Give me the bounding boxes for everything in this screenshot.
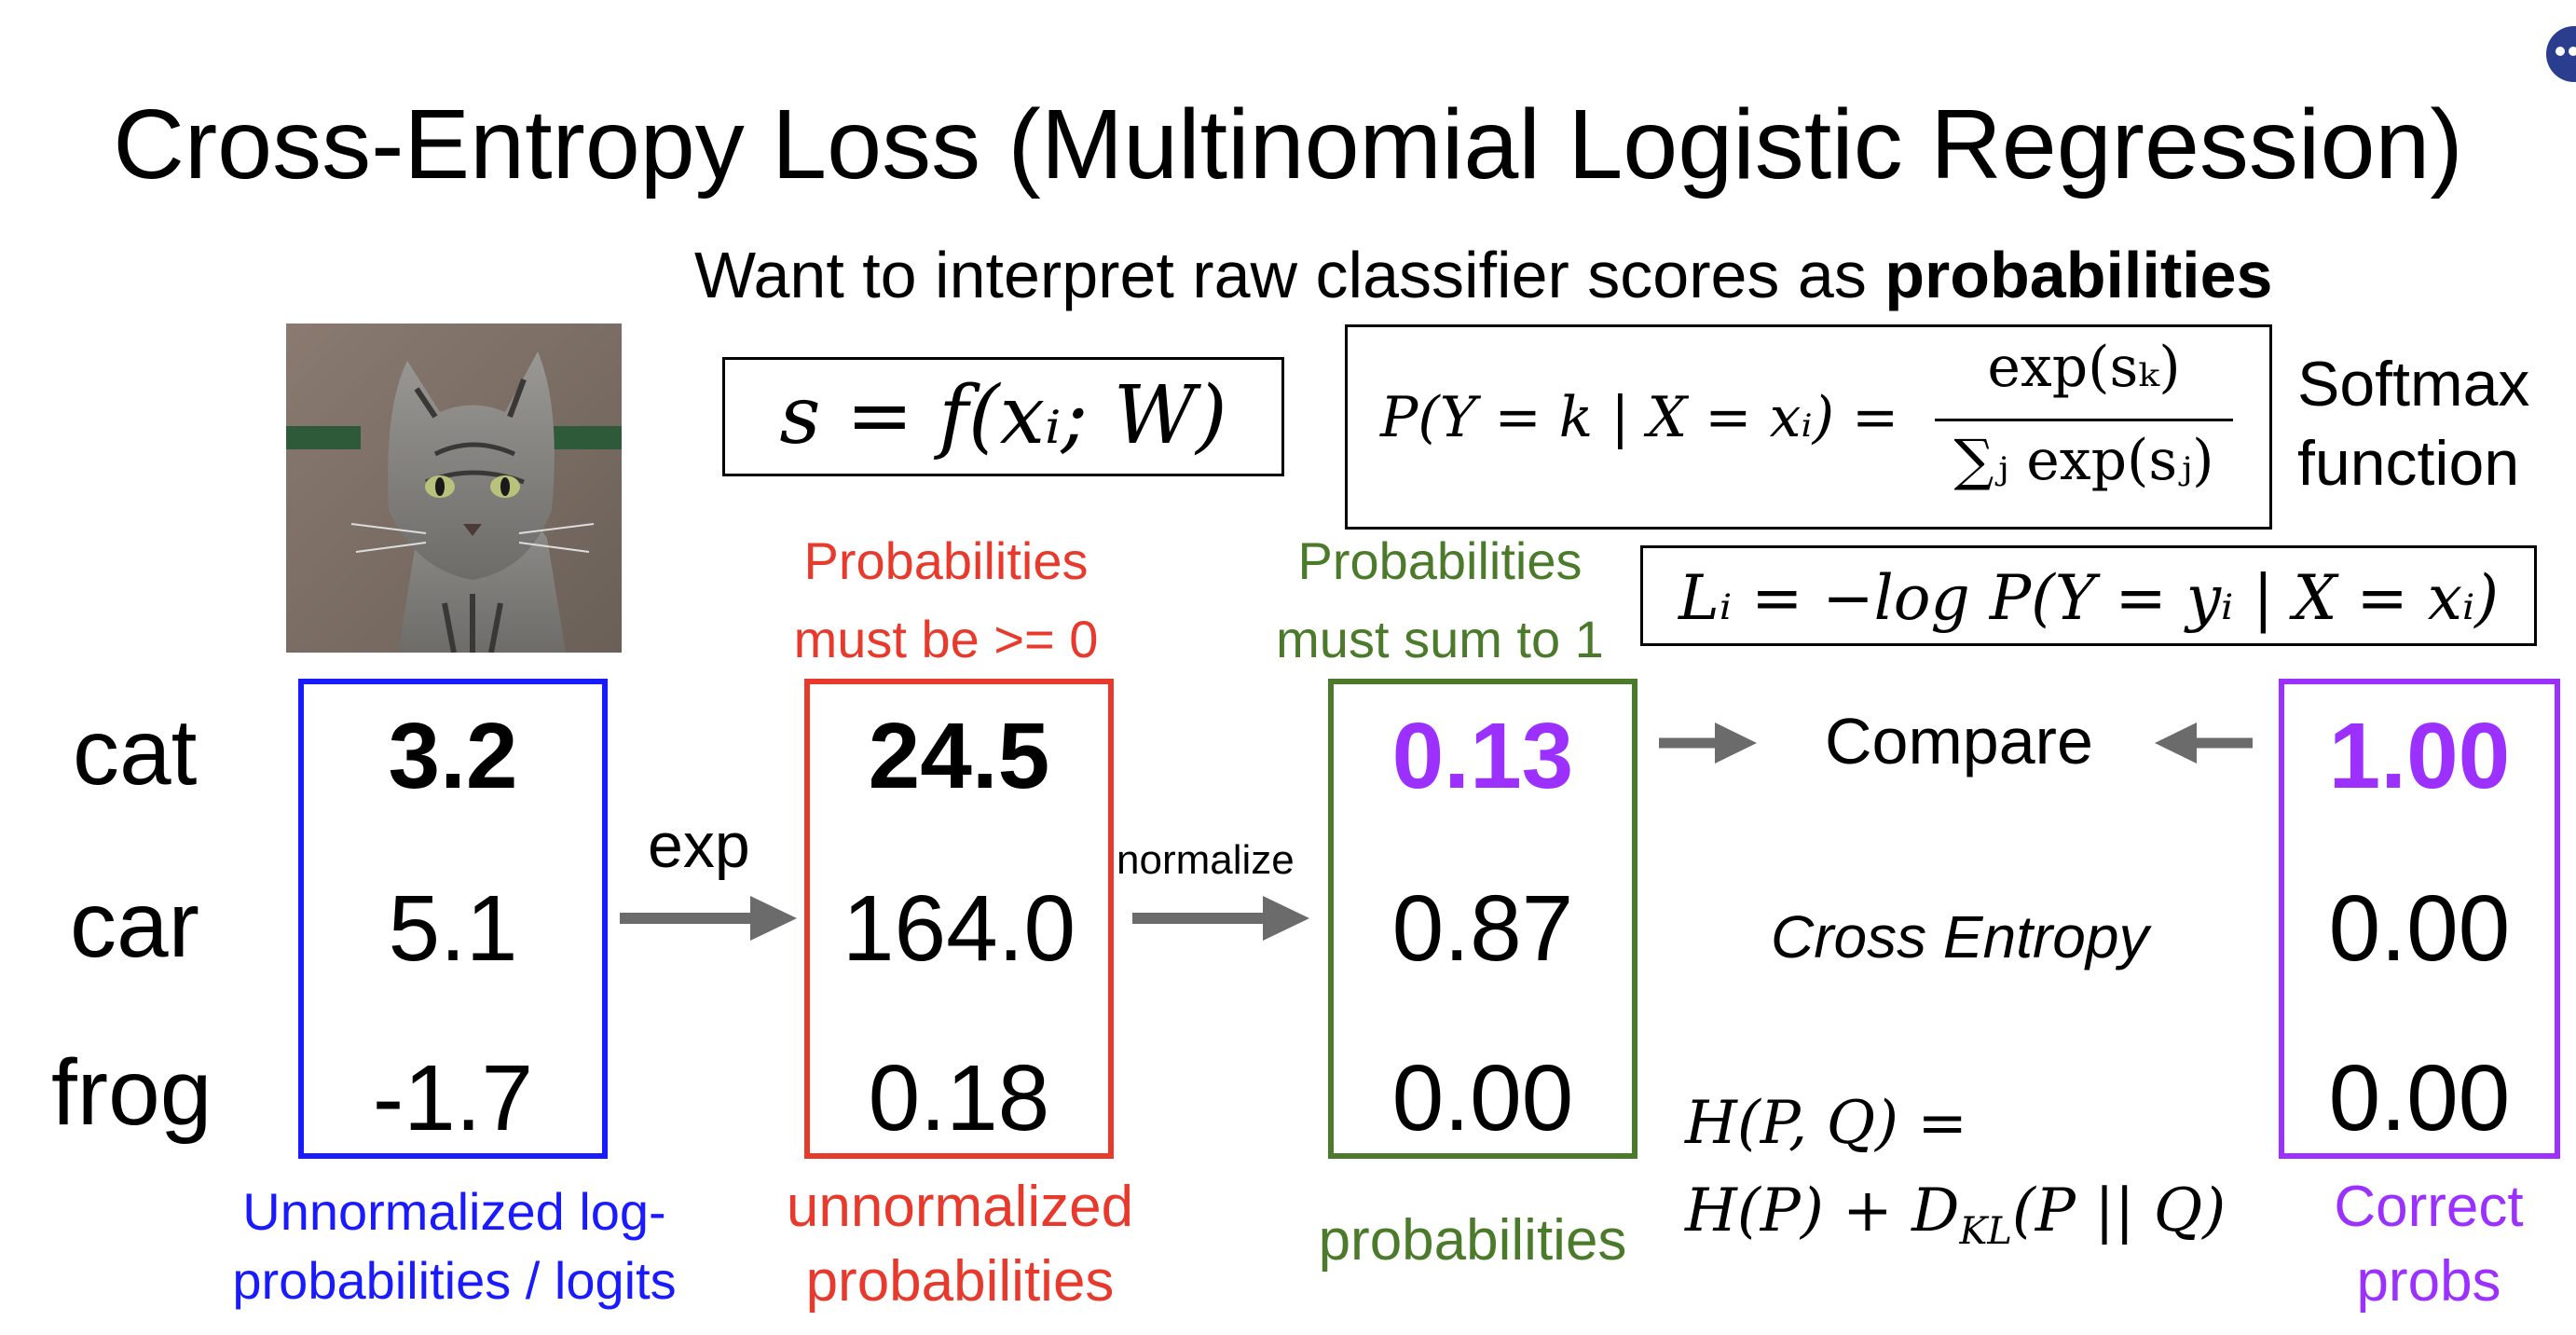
sum-note-line2: must sum to 1: [1276, 610, 1604, 668]
loss-equation-box: Lᵢ = −log P(Y = yᵢ | X = xᵢ): [1640, 545, 2537, 646]
subtitle-text: Want to interpret raw classifier scores …: [694, 239, 1885, 311]
logit-car: 5.1: [388, 876, 518, 981]
correct-frog: 0.00: [2328, 1046, 2511, 1150]
unnormalized-label-line1: unnormalized: [786, 1175, 1134, 1239]
prob-cat: 0.13: [1391, 704, 1574, 808]
logit-frog: -1.7: [372, 1046, 534, 1150]
class-label-frog: frog: [51, 1040, 212, 1145]
unnormalized-label-line2: probabilities: [805, 1249, 1115, 1314]
softmax-fraction-bar: [1935, 419, 2233, 421]
unnormalized-label: unnormalized probabilities: [727, 1170, 1193, 1319]
subtitle-bold: probabilities: [1884, 239, 2273, 311]
sum-note-line1: Probabilities: [1297, 531, 1583, 590]
probs-label: probabilities: [1318, 1208, 1627, 1273]
score-equation: s = f(xᵢ; W): [779, 369, 1227, 462]
softmax-label-line2: function: [2297, 428, 2520, 499]
correct-label: Correct probs: [2279, 1170, 2576, 1319]
prob-frog: 0.00: [1391, 1046, 1574, 1150]
normalize-label: normalize: [1117, 837, 1295, 883]
exp-arrow: [620, 896, 797, 941]
sum-note: Probabilities must sum to 1: [1244, 522, 1636, 679]
logits-column: 3.2 5.1 -1.7: [298, 679, 608, 1159]
softmax-denominator: ∑ⱼ exp(sⱼ): [1953, 428, 2214, 493]
nonneg-note-line1: Probabilities: [803, 531, 1089, 590]
logits-label-line1: Unnormalized log-: [242, 1182, 666, 1241]
unnormalized-column: 24.5 164.0 0.18: [804, 679, 1114, 1159]
class-label-car: car: [70, 873, 199, 977]
nonneg-note-line2: must be >= 0: [793, 610, 1099, 668]
correct-cat: 1.00: [2328, 704, 2511, 808]
compare-arrow-right: [1659, 723, 1757, 764]
score-equation-box: s = f(xᵢ; W): [722, 357, 1284, 476]
softmax-equation-box: P(Y = k | X = xᵢ) = exp(sₖ) ∑ⱼ exp(sⱼ): [1345, 324, 2272, 530]
correct-label-line1: Correct: [2334, 1175, 2524, 1239]
entropy-equation-line1: H(P, Q) =: [1685, 1089, 1967, 1158]
entropy-eq-sub: KL: [1959, 1209, 2012, 1253]
slide-title: Cross-Entropy Loss (Multinomial Logistic…: [0, 89, 2576, 201]
logits-label-line2: probabilities / logits: [232, 1251, 677, 1310]
entropy-equation-line2: H(P) + DKL(P || Q): [1685, 1177, 2226, 1253]
unnorm-frog: 0.18: [868, 1046, 1050, 1150]
prob-car: 0.87: [1391, 876, 1574, 981]
softmax-label: Softmax function: [2297, 345, 2529, 503]
corner-logo-icon: [2546, 26, 2576, 82]
subtitle: Want to interpret raw classifier scores …: [694, 238, 2272, 312]
exp-label: exp: [648, 810, 750, 881]
nonneg-note: Probabilities must be >= 0: [760, 522, 1132, 679]
title-paren: (Multinomial Logistic Regression): [1007, 89, 2463, 200]
logits-label: Unnormalized log- probabilities / logits: [200, 1177, 708, 1315]
probs-column: 0.13 0.87 0.00: [1328, 679, 1637, 1159]
normalize-arrow: [1132, 896, 1309, 941]
compare-label: Compare: [1825, 705, 2093, 778]
correct-car: 0.00: [2328, 876, 2511, 981]
correct-column: 1.00 0.00 0.00: [2279, 679, 2560, 1159]
unnorm-car: 164.0: [842, 876, 1076, 981]
logit-cat: 3.2: [388, 704, 518, 808]
correct-label-line2: probs: [2356, 1249, 2501, 1314]
entropy-eq-part1: H(P) + D: [1685, 1177, 1960, 1246]
compare-arrow-left: [2155, 723, 2253, 764]
unnorm-cat: 24.5: [868, 704, 1050, 808]
softmax-label-line1: Softmax: [2297, 349, 2530, 420]
softmax-numerator: exp(sₖ): [1987, 335, 2181, 400]
cat-image: [286, 323, 622, 653]
cross-entropy-label: Cross Entropy: [1771, 903, 2149, 970]
loss-equation: Lᵢ = −log P(Y = yᵢ | X = xᵢ): [1679, 562, 2499, 634]
title-main: Cross-Entropy Loss: [113, 89, 1008, 200]
entropy-eq-part2: (P || Q): [2011, 1177, 2227, 1246]
class-label-cat: cat: [73, 700, 198, 805]
softmax-lhs: P(Y = k | X = xᵢ) =: [1380, 385, 1899, 450]
